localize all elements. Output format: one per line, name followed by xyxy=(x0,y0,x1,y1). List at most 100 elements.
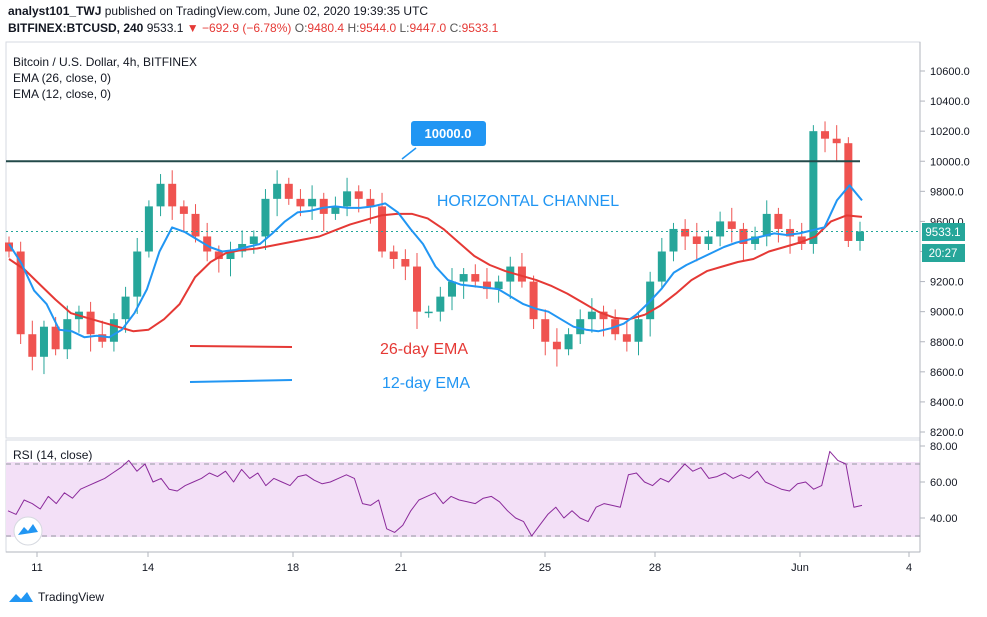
candle-body[interactable] xyxy=(692,236,701,244)
candle-body[interactable] xyxy=(681,228,690,237)
y-tick-label: 8600.0 xyxy=(930,367,964,379)
candle-body[interactable] xyxy=(296,198,305,207)
candle-body[interactable] xyxy=(179,206,188,214)
candle-body[interactable] xyxy=(273,183,282,199)
candle-body[interactable] xyxy=(541,319,550,342)
high-label: H: xyxy=(347,21,360,35)
candle-body[interactable] xyxy=(144,206,153,252)
candle-body[interactable] xyxy=(249,236,258,244)
candle-body[interactable] xyxy=(203,236,212,252)
candle-body[interactable] xyxy=(471,274,480,282)
candle-body[interactable] xyxy=(424,311,433,314)
candle-body[interactable] xyxy=(168,183,177,207)
candle-body[interactable] xyxy=(517,266,526,282)
candle-body[interactable] xyxy=(261,198,270,237)
candle-body[interactable] xyxy=(308,198,317,207)
candle-body[interactable] xyxy=(214,251,223,260)
ema12-legend: EMA (12, close, 0) xyxy=(13,87,111,101)
candle-body[interactable] xyxy=(401,259,410,267)
publish-line: analyst101_TWJ published on TradingView.… xyxy=(8,4,428,18)
ema26-annotation: 26-day EMA xyxy=(380,341,468,358)
candle-body[interactable] xyxy=(436,296,445,312)
candle-body[interactable] xyxy=(751,236,760,244)
candle-body[interactable] xyxy=(459,274,468,282)
close-label: C: xyxy=(449,21,462,35)
candle-body[interactable] xyxy=(774,213,783,229)
tv-logo-icon xyxy=(18,524,38,535)
candle-body[interactable] xyxy=(331,206,340,214)
countdown-value: 20:27 xyxy=(929,248,958,260)
candle-body[interactable] xyxy=(552,341,561,350)
candle-body[interactable] xyxy=(506,266,515,282)
candle-body[interactable] xyxy=(98,334,107,342)
candle-body[interactable] xyxy=(634,319,643,342)
candle-body[interactable] xyxy=(51,326,60,350)
x-tick-label: 11 xyxy=(31,562,42,574)
candle-body[interactable] xyxy=(529,281,538,320)
candle-body[interactable] xyxy=(564,334,573,350)
candle-body[interactable] xyxy=(39,326,48,357)
candle-body[interactable] xyxy=(587,311,596,320)
candle-body[interactable] xyxy=(704,236,713,244)
candle-body[interactable] xyxy=(786,228,795,237)
rsi-tick-label: 40.00 xyxy=(930,513,958,525)
candle-body[interactable] xyxy=(797,236,806,244)
candle-body[interactable] xyxy=(319,198,328,214)
candle-body[interactable] xyxy=(284,183,293,199)
tradingview-logo-icon xyxy=(9,592,33,602)
x-tick-label: 4 xyxy=(906,562,912,574)
candle-body[interactable] xyxy=(494,281,503,290)
candle-body[interactable] xyxy=(121,296,130,320)
candle-body[interactable] xyxy=(133,251,142,297)
candle-body[interactable] xyxy=(378,206,387,252)
candle-body[interactable] xyxy=(28,334,37,357)
y-tick-label: 9800.0 xyxy=(930,186,964,198)
countdown-tag: 20:27 xyxy=(922,244,965,262)
rsi-legend: RSI (14, close) xyxy=(13,448,92,462)
candle-body[interactable] xyxy=(389,251,398,260)
candle-body[interactable] xyxy=(576,319,585,335)
rsi-tick-label: 80.00 xyxy=(930,441,958,453)
candle-body[interactable] xyxy=(832,138,841,144)
x-tick-label: 25 xyxy=(539,562,551,574)
candle-body[interactable] xyxy=(354,191,363,199)
candle-body[interactable] xyxy=(63,319,72,350)
level-callout[interactable]: 10000.0 xyxy=(401,121,486,160)
rsi-line xyxy=(7,450,863,537)
down-arrow-icon: ▼ xyxy=(186,21,199,35)
candle-body[interactable] xyxy=(739,228,748,244)
publisher-name[interactable]: analyst101_TWJ xyxy=(8,4,102,18)
candle-body[interactable] xyxy=(366,198,375,207)
publish-info: published on TradingView.com, June 02, 2… xyxy=(104,4,429,18)
candle-body[interactable] xyxy=(156,183,165,207)
tv-floating-logo[interactable] xyxy=(13,516,43,546)
candle-body[interactable] xyxy=(716,221,725,237)
candle-body[interactable] xyxy=(657,251,666,282)
candle-body[interactable] xyxy=(669,228,678,252)
candle-body[interactable] xyxy=(599,311,608,320)
ohlc-line: BITFINEX:BTCUSD, 240 9533.1 ▼ −692.9 (−6… xyxy=(8,21,498,35)
candle-body[interactable] xyxy=(622,334,631,342)
candle-body[interactable] xyxy=(109,319,118,342)
candle-body[interactable] xyxy=(809,131,818,244)
y-tick-label: 8400.0 xyxy=(930,397,964,409)
candle-body[interactable] xyxy=(413,266,422,312)
candle-body[interactable] xyxy=(16,251,25,335)
symbol-label: BITFINEX:BTCUSD, 240 xyxy=(8,21,144,35)
footer[interactable]: TradingView xyxy=(8,590,104,604)
candle-body[interactable] xyxy=(226,251,235,260)
candle-body[interactable] xyxy=(482,281,491,290)
candle-body[interactable] xyxy=(727,221,736,229)
candle-body[interactable] xyxy=(821,131,830,139)
candle-body[interactable] xyxy=(844,143,853,241)
candle-body[interactable] xyxy=(856,231,864,241)
ema26-sample-line xyxy=(189,345,293,348)
candle-body[interactable] xyxy=(86,311,95,335)
candle-body[interactable] xyxy=(191,213,200,237)
footer-brand[interactable]: TradingView xyxy=(38,590,105,604)
candle-body[interactable] xyxy=(447,281,456,297)
candle-body[interactable] xyxy=(343,191,352,207)
candle-body[interactable] xyxy=(762,213,771,237)
candle-body[interactable] xyxy=(5,242,13,252)
